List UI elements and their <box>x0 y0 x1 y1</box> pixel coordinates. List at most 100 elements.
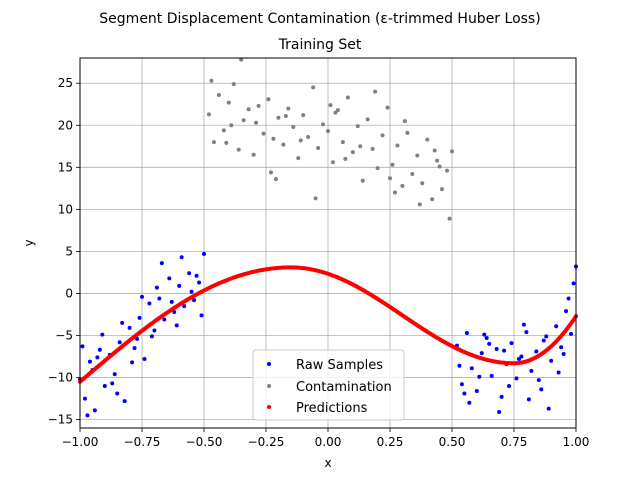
raw-sample-point <box>482 332 487 337</box>
x-tick-label: 0.50 <box>439 435 466 449</box>
raw-sample-point <box>197 280 202 285</box>
x-tick-label: 0.00 <box>315 435 342 449</box>
raw-sample-point <box>534 349 539 354</box>
legend-label-contamination: Contamination <box>296 380 392 395</box>
y-tick-label: 25 <box>58 76 73 90</box>
contamination-point <box>246 107 251 112</box>
raw-sample-point <box>541 338 546 343</box>
raw-sample-point <box>174 323 179 328</box>
contamination-point <box>286 106 291 111</box>
raw-sample-point <box>137 315 142 320</box>
raw-sample-point <box>477 374 482 379</box>
contamination-point <box>281 142 286 147</box>
contamination-point <box>313 196 318 201</box>
contamination-point <box>283 114 288 119</box>
raw-sample-point <box>102 383 107 388</box>
raw-sample-point <box>189 289 194 294</box>
contamination-point <box>395 143 400 148</box>
raw-sample-point <box>87 359 92 364</box>
raw-sample-point <box>192 298 197 303</box>
raw-sample-point <box>120 320 125 325</box>
contamination-point <box>209 78 214 83</box>
raw-sample-point <box>95 355 100 360</box>
predictions-series <box>78 265 578 384</box>
contamination-point <box>298 138 303 143</box>
raw-sample-point <box>502 348 507 353</box>
raw-sample-point <box>474 389 479 393</box>
grid <box>79 58 577 428</box>
raw-sample-point <box>529 368 534 373</box>
contamination-point <box>345 95 350 100</box>
raw-sample-point <box>142 357 147 362</box>
contamination-point <box>224 140 229 145</box>
raw-sample-point <box>82 396 87 401</box>
raw-sample-point <box>499 394 504 399</box>
legend-label-raw: Raw Samples <box>296 358 383 373</box>
raw-sample-point <box>521 322 526 327</box>
contamination-point <box>296 156 301 161</box>
contamination-point <box>256 103 261 108</box>
y-tick-label: −5 <box>55 329 73 343</box>
raw-sample-point <box>159 261 164 266</box>
legend-marker-predictions <box>267 405 271 409</box>
y-tick-label: 5 <box>65 244 73 258</box>
contamination-point <box>206 112 211 117</box>
legend-marker-contamination <box>267 384 271 388</box>
contamination-point <box>392 190 397 195</box>
raw-sample-point <box>97 347 102 352</box>
contamination-point <box>254 120 259 125</box>
legend-marker-raw <box>267 362 271 366</box>
raw-sample-point <box>479 351 484 356</box>
contamination-point <box>326 129 330 134</box>
contamination-point <box>241 118 246 123</box>
contamination-point <box>343 156 348 161</box>
y-axis-label: y <box>22 239 36 246</box>
contamination-point <box>340 140 345 145</box>
contamination-series <box>206 57 454 221</box>
x-axis-label: x <box>324 456 331 470</box>
raw-sample-point <box>199 313 204 318</box>
contamination-point <box>328 103 333 108</box>
y-tick-label: 0 <box>65 286 73 300</box>
raw-sample-point <box>194 273 199 278</box>
contamination-point <box>420 181 425 186</box>
contamination-point <box>221 128 226 133</box>
x-tick-label: 0.25 <box>377 435 404 449</box>
contamination-point <box>380 133 385 138</box>
raw-sample-point <box>516 357 521 362</box>
raw-sample-point <box>172 309 177 314</box>
x-axis-ticks: −1.00 −0.75 −0.50 −0.25 0.00 0.25 0.50 0.75 1.00 <box>62 428 590 449</box>
contamination-point <box>440 187 445 192</box>
x-tick-label: −0.75 <box>124 435 161 449</box>
contamination-point <box>350 150 355 155</box>
raw-sample-point <box>546 406 551 411</box>
raw-sample-point <box>554 324 559 329</box>
raw-sample-point <box>457 363 462 368</box>
contamination-point <box>400 183 405 188</box>
contamination-point <box>276 115 281 120</box>
raw-sample-point <box>539 387 544 392</box>
raw-sample-point <box>566 296 571 301</box>
contamination-point <box>330 160 335 165</box>
legend-label-predictions: Predictions <box>296 401 368 416</box>
contamination-point <box>450 149 454 154</box>
contamination-point <box>273 177 278 182</box>
x-tick-label: 1.00 <box>563 435 590 449</box>
raw-sample-point <box>149 334 154 339</box>
raw-sample-point <box>556 370 561 375</box>
raw-sample-point <box>167 276 172 281</box>
contamination-point <box>226 100 231 105</box>
raw-sample-point <box>559 345 564 350</box>
y-tick-label: −15 <box>48 413 73 427</box>
contamination-point <box>437 164 442 169</box>
contamination-point <box>229 123 234 128</box>
raw-sample-point <box>464 330 469 335</box>
contamination-point <box>311 85 316 90</box>
y-axis-ticks: −15 −10 −5 0 5 10 15 20 25 <box>48 76 80 427</box>
contamination-point <box>375 166 380 171</box>
contamination-point <box>239 57 244 62</box>
raw-sample-point <box>469 366 474 371</box>
contamination-point <box>435 158 440 163</box>
raw-sample-point <box>154 285 159 290</box>
raw-sample-point <box>569 331 574 336</box>
